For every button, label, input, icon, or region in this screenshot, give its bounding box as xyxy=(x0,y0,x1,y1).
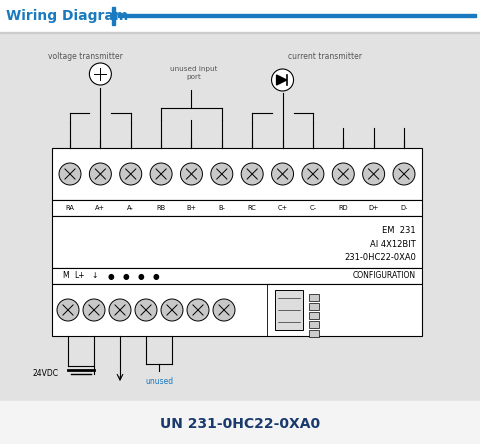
Text: RB: RB xyxy=(156,205,165,211)
Bar xyxy=(0,33,480,401)
Text: RC: RC xyxy=(247,205,256,211)
Text: M: M xyxy=(62,271,69,281)
Circle shape xyxy=(362,163,384,185)
Circle shape xyxy=(89,163,111,185)
Text: C-: C- xyxy=(309,205,316,211)
Bar xyxy=(308,312,318,319)
Circle shape xyxy=(59,163,81,185)
Text: unused: unused xyxy=(144,377,173,386)
Text: 231-0HC22-0XA0: 231-0HC22-0XA0 xyxy=(343,254,415,262)
Text: ●: ● xyxy=(108,271,114,281)
Text: EM  231: EM 231 xyxy=(382,226,415,234)
Bar xyxy=(308,321,318,328)
Circle shape xyxy=(89,63,111,85)
Text: A+: A+ xyxy=(95,205,105,211)
Circle shape xyxy=(150,163,172,185)
Text: B-: B- xyxy=(218,205,225,211)
Text: L+: L+ xyxy=(74,271,85,281)
Circle shape xyxy=(135,299,156,321)
Text: ●: ● xyxy=(122,271,129,281)
Text: Wiring Diagram: Wiring Diagram xyxy=(6,9,128,23)
Circle shape xyxy=(120,163,142,185)
Bar xyxy=(308,330,318,337)
Text: current transmitter: current transmitter xyxy=(287,52,361,60)
Circle shape xyxy=(210,163,232,185)
Text: CONFIGURATION: CONFIGURATION xyxy=(352,271,415,281)
Text: AI 4X12BIT: AI 4X12BIT xyxy=(370,239,415,249)
Text: RA: RA xyxy=(65,205,74,211)
Bar xyxy=(308,303,318,310)
Bar xyxy=(0,32,480,33)
Polygon shape xyxy=(276,75,286,85)
Bar xyxy=(118,14,475,16)
Bar xyxy=(52,216,421,268)
Text: 24VDC: 24VDC xyxy=(33,369,59,378)
Circle shape xyxy=(109,299,131,321)
Bar xyxy=(308,294,318,301)
Text: unused input
port: unused input port xyxy=(169,66,217,80)
Circle shape xyxy=(332,163,354,185)
Circle shape xyxy=(180,163,202,185)
Circle shape xyxy=(392,163,414,185)
Bar xyxy=(52,148,421,200)
Text: B+: B+ xyxy=(186,205,196,211)
Bar xyxy=(52,284,421,336)
Text: voltage transmitter: voltage transmitter xyxy=(48,52,122,60)
Text: D-: D- xyxy=(399,205,407,211)
Text: ●: ● xyxy=(137,271,144,281)
Bar xyxy=(275,290,302,330)
Text: C+: C+ xyxy=(277,205,287,211)
Text: D+: D+ xyxy=(368,205,378,211)
Text: RD: RD xyxy=(338,205,348,211)
Circle shape xyxy=(240,163,263,185)
Circle shape xyxy=(57,299,79,321)
Text: UN 231-0HC22-0XA0: UN 231-0HC22-0XA0 xyxy=(160,417,319,431)
Bar xyxy=(0,0,480,32)
Circle shape xyxy=(271,69,293,91)
Circle shape xyxy=(213,299,235,321)
Circle shape xyxy=(187,299,209,321)
Circle shape xyxy=(271,163,293,185)
Circle shape xyxy=(161,299,182,321)
Bar xyxy=(112,7,115,25)
Text: ●: ● xyxy=(152,271,159,281)
Circle shape xyxy=(301,163,323,185)
Text: ↓: ↓ xyxy=(92,271,98,281)
Bar xyxy=(0,401,480,444)
Bar xyxy=(52,268,421,284)
Bar xyxy=(52,200,421,216)
Circle shape xyxy=(83,299,105,321)
Text: A-: A- xyxy=(127,205,134,211)
